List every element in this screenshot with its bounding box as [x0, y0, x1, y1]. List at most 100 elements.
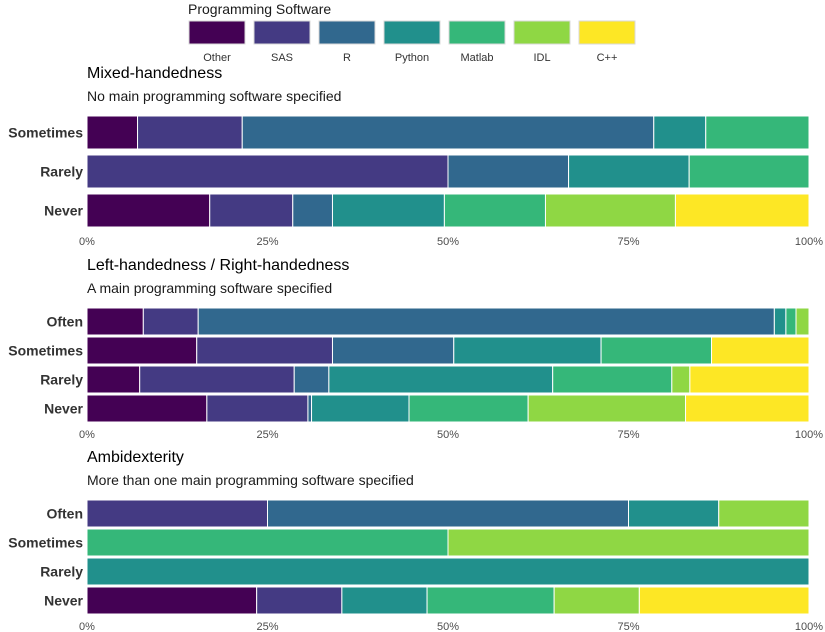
legend-key-idl	[513, 20, 571, 45]
bar-segment-c-	[685, 394, 810, 423]
bar-segment-matlab	[552, 365, 673, 394]
legend-label: R	[343, 52, 351, 64]
legend-label: Matlab	[460, 52, 493, 64]
bar-segment-c-	[638, 586, 810, 615]
bar-segment-sas	[196, 336, 333, 365]
bar-segment-sas	[139, 365, 295, 394]
legend-label: Python	[395, 52, 429, 64]
bar-segment-c-	[674, 193, 810, 228]
bar-segment-r	[241, 115, 655, 150]
legend-label: SAS	[271, 52, 293, 64]
x-tick-label: 0%	[79, 429, 95, 441]
bar-segment-other	[86, 193, 211, 228]
legend-key-matlab	[448, 20, 506, 45]
bar-segment-matlab	[86, 528, 449, 557]
legend-title: Programming Software	[188, 1, 331, 17]
legend-label: Other	[203, 52, 231, 64]
bar-segment-python	[568, 154, 690, 189]
bar-segment-python	[773, 307, 787, 336]
bar-segment-sas	[206, 394, 309, 423]
x-tick-label: 25%	[256, 429, 278, 441]
x-tick-label: 50%	[437, 429, 459, 441]
category-label: Sometimes	[8, 535, 83, 551]
x-tick-label: 100%	[795, 621, 823, 632]
bar-segment-matlab	[705, 115, 810, 150]
bar-segment-r	[447, 154, 570, 189]
x-tick-label: 50%	[437, 621, 459, 632]
panel-subtitle: No main programming software specified	[87, 88, 341, 104]
bar-segment-idl	[544, 193, 676, 228]
x-tick-label: 25%	[256, 236, 278, 248]
bar-segment-r	[307, 394, 313, 423]
legend-key-sas	[253, 20, 311, 45]
bar-segment-other	[86, 307, 144, 336]
bar-segment-r	[267, 499, 629, 528]
category-label: Rarely	[40, 372, 83, 388]
bar-segment-sas	[86, 154, 449, 189]
x-tick-label: 0%	[79, 621, 95, 632]
x-tick-label: 75%	[617, 236, 639, 248]
bar-segment-matlab	[408, 394, 529, 423]
bar-segment-python	[86, 557, 810, 586]
bar-segment-python	[331, 193, 445, 228]
bar-segment-python	[453, 336, 602, 365]
bar-segment-idl	[447, 528, 810, 557]
legend-key-python	[383, 20, 441, 45]
bar-segment-idl	[553, 586, 640, 615]
legend-key-c-	[578, 20, 636, 45]
x-tick-label: 50%	[437, 236, 459, 248]
bar-segment-r	[293, 365, 330, 394]
panel-2: Left-handedness / Right-handedness A main…	[8, 257, 823, 441]
legend-label: C++	[597, 52, 618, 64]
bar-segment-other	[86, 365, 141, 394]
bar-segment-idl	[527, 394, 687, 423]
x-tick-label: 75%	[617, 429, 639, 441]
x-tick-label: 25%	[256, 621, 278, 632]
x-tick-label: 0%	[79, 236, 95, 248]
category-label: Rarely	[40, 564, 83, 580]
panel-1: Mixed-handedness No main programming soft…	[8, 65, 823, 248]
category-label: Often	[46, 314, 83, 330]
category-label: Sometimes	[8, 125, 83, 141]
bar-segment-r	[331, 336, 455, 365]
bar-segment-python	[311, 394, 410, 423]
bar-segment-sas	[256, 586, 343, 615]
bar-segment-sas	[137, 115, 243, 150]
category-label: Sometimes	[8, 343, 83, 359]
legend-key-r	[318, 20, 376, 45]
panel-title: Mixed-handedness	[87, 65, 222, 82]
x-tick-label: 100%	[795, 429, 823, 441]
panel-3: Ambidexterity More than one main programm…	[8, 449, 823, 632]
panel-title: Left-handedness / Right-handedness	[87, 257, 349, 274]
bar-segment-matlab	[426, 586, 555, 615]
bar-segment-idl	[718, 499, 810, 528]
bar-segment-sas	[142, 307, 199, 336]
x-tick-label: 100%	[795, 236, 823, 248]
category-label: Often	[46, 506, 83, 522]
bar-segment-python	[341, 586, 428, 615]
bar-segment-matlab	[443, 193, 546, 228]
panel-subtitle: A main programming software specified	[87, 280, 332, 296]
category-label: Never	[44, 593, 83, 609]
bar-segment-c-	[689, 365, 810, 394]
panel-subtitle: More than one main programming software …	[87, 472, 414, 488]
panel-title: Ambidexterity	[87, 449, 184, 466]
legend-label: IDL	[533, 52, 550, 64]
category-label: Rarely	[40, 164, 83, 180]
bar-segment-other	[86, 336, 198, 365]
category-label: Never	[44, 401, 83, 417]
bar-segment-sas	[209, 193, 294, 228]
bar-segment-c-	[711, 336, 810, 365]
bar-segment-idl	[671, 365, 691, 394]
bar-segment-python	[628, 499, 720, 528]
bar-segment-sas	[86, 499, 268, 528]
category-label: Never	[44, 203, 83, 219]
bar-segment-python	[328, 365, 554, 394]
bar-segment-matlab	[600, 336, 713, 365]
bar-segment-r	[197, 307, 775, 336]
legend: Programming Software Other SAS R Python Matl…	[188, 1, 636, 64]
bar-segment-r	[292, 193, 333, 228]
x-tick-label: 75%	[617, 621, 639, 632]
chart-panels: Mixed-handedness No main programming soft…	[8, 65, 823, 632]
